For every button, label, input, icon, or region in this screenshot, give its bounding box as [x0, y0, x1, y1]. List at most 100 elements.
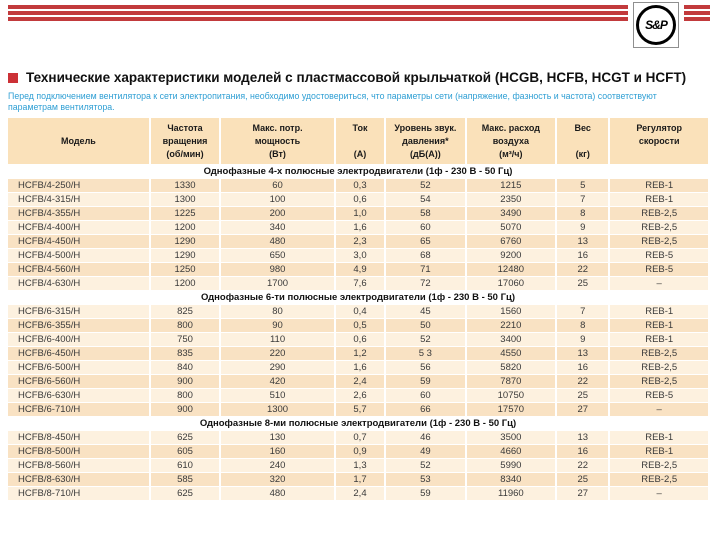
value-cell-weight: 25	[557, 473, 609, 486]
section-header-row: Однофазные 4-х полюсные электродвигатели…	[8, 165, 708, 178]
value-cell-current: 2,6	[335, 389, 385, 402]
column-header-line: воздуха	[492, 136, 529, 146]
value-cell-noise: 72	[386, 277, 465, 290]
value-cell-noise: 45	[386, 305, 465, 318]
model-cell: HCFB/4-355/H	[8, 207, 149, 220]
section-header-row: Однофазные 6-ти полюсные электродвигател…	[8, 291, 708, 304]
column-header-lines: Вес (кг)	[557, 118, 608, 164]
column-header-line: вращения	[162, 136, 208, 146]
model-cell: HCFB/4-250/H	[8, 179, 149, 192]
column-header-weight: Вес (кг)	[557, 118, 609, 164]
value-cell-power: 200	[221, 207, 334, 220]
value-cell-current: 0,9	[335, 445, 385, 458]
column-header-current: Ток (А)	[335, 118, 385, 164]
value-cell-regulator: REB-5	[610, 263, 708, 276]
column-header-line: (дБ(А))	[410, 149, 441, 159]
value-cell-power: 510	[221, 389, 334, 402]
value-cell-power: 320	[221, 473, 334, 486]
value-cell-regulator: –	[610, 277, 708, 290]
value-cell-current: 1,7	[335, 473, 385, 486]
value-cell-weight: 13	[557, 235, 609, 248]
column-header-airflow: Макс. расход воздуха (м³/ч)	[466, 118, 556, 164]
column-header-power: Макс. потр. мощность (Вт)	[221, 118, 334, 164]
value-cell-power: 80	[221, 305, 334, 318]
column-header-line: давления*	[402, 136, 449, 146]
value-cell-airflow: 2350	[466, 193, 556, 206]
column-header-lines: Макс. потр. мощность (Вт)	[221, 118, 334, 164]
value-cell-weight: 8	[557, 319, 609, 332]
value-cell-weight: 22	[557, 375, 609, 388]
value-cell-regulator: REB-2,5	[610, 361, 708, 374]
value-cell-regulator: REB-5	[610, 389, 708, 402]
value-cell-airflow: 9200	[466, 249, 556, 262]
spec-table: Модель Частота вращения (об/мин) Макс. потр.…	[6, 117, 710, 501]
value-cell-power: 160	[221, 445, 334, 458]
value-cell-current: 5,7	[335, 403, 385, 416]
value-cell-noise: 58	[386, 207, 465, 220]
column-header-line: (м³/ч)	[499, 149, 523, 159]
value-cell-weight: 16	[557, 361, 609, 374]
value-cell-airflow: 5990	[466, 459, 556, 472]
value-cell-airflow: 5820	[466, 361, 556, 374]
column-header-lines: Модель	[8, 118, 149, 164]
value-cell-current: 1,0	[335, 207, 385, 220]
value-cell-noise: 66	[386, 403, 465, 416]
value-cell-noise: 5 3	[386, 347, 465, 360]
column-header-lines: Ток (А)	[336, 118, 384, 164]
value-cell-weight: 13	[557, 347, 609, 360]
value-cell-noise: 71	[386, 263, 465, 276]
model-cell: HCFB/6-630/H	[8, 389, 149, 402]
value-cell-airflow: 8340	[466, 473, 556, 486]
value-cell-power: 420	[221, 375, 334, 388]
value-cell-airflow: 17570	[466, 403, 556, 416]
value-cell-weight: 9	[557, 333, 609, 346]
value-cell-current: 0,3	[335, 179, 385, 192]
value-cell-speed: 1225	[150, 207, 220, 220]
value-cell-regulator: REB-1	[610, 179, 708, 192]
section-title: Однофазные 6-ти полюсные электродвигател…	[8, 291, 708, 304]
value-cell-current: 0,7	[335, 431, 385, 444]
table-row: HCFB/8-500/H 605 160 0,9 49 4660 16 REB-1	[8, 445, 708, 458]
column-header-line: Модель	[60, 135, 96, 146]
value-cell-power: 340	[221, 221, 334, 234]
table-row: HCFB/8-450/H 625 130 0,7 46 3500 13 REB-1	[8, 431, 708, 444]
value-cell-noise: 50	[386, 319, 465, 332]
column-header-line: Вес	[574, 123, 591, 133]
value-cell-weight: 7	[557, 305, 609, 318]
value-cell-regulator: REB-1	[610, 193, 708, 206]
model-cell: HCFB/6-500/H	[8, 361, 149, 374]
value-cell-power: 480	[221, 235, 334, 248]
value-cell-power: 110	[221, 333, 334, 346]
value-cell-airflow: 1560	[466, 305, 556, 318]
value-cell-weight: 27	[557, 487, 609, 500]
column-header-line: (Вт)	[269, 149, 286, 159]
value-cell-speed: 1250	[150, 263, 220, 276]
model-cell: HCFB/4-450/H	[8, 235, 149, 248]
value-cell-power: 240	[221, 459, 334, 472]
model-cell: HCFB/8-450/H	[8, 431, 149, 444]
value-cell-speed: 1290	[150, 235, 220, 248]
table-row: HCFB/6-400/H 750 110 0,6 52 3400 9 REB-1	[8, 333, 708, 346]
value-cell-airflow: 7870	[466, 375, 556, 388]
value-cell-power: 1300	[221, 403, 334, 416]
value-cell-noise: 52	[386, 459, 465, 472]
column-header-lines: Частота вращения (об/мин)	[151, 118, 219, 164]
value-cell-current: 1,3	[335, 459, 385, 472]
value-cell-airflow: 4660	[466, 445, 556, 458]
value-cell-regulator: REB-2,5	[610, 221, 708, 234]
model-cell: HCFB/4-315/H	[8, 193, 149, 206]
model-cell: HCFB/8-560/H	[8, 459, 149, 472]
value-cell-regulator: REB-2,5	[610, 347, 708, 360]
model-cell: HCFB/6-710/H	[8, 403, 149, 416]
model-cell: HCFB/6-560/H	[8, 375, 149, 388]
model-cell: HCFB/6-400/H	[8, 333, 149, 346]
table-row: HCFB/4-450/H 1290 480 2,3 65 6760 13 REB-2,5	[8, 235, 708, 248]
value-cell-speed: 1290	[150, 249, 220, 262]
column-header-line: Макс. расход	[481, 123, 540, 133]
value-cell-weight: 22	[557, 263, 609, 276]
value-cell-speed: 1200	[150, 221, 220, 234]
header-stripes	[8, 5, 710, 23]
model-cell: HCFB/4-400/H	[8, 221, 149, 234]
column-header-regulator: Регулятор скорости	[610, 118, 708, 164]
